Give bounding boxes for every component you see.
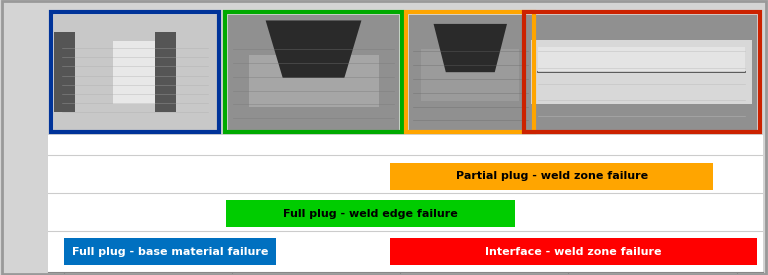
Bar [249,55,379,107]
Bar [406,12,535,132]
Bar [538,47,746,72]
Text: Partial plug - weld zone failure: Partial plug - weld zone failure [455,171,647,181]
Bar [524,12,760,132]
Bar [531,40,753,104]
Polygon shape [266,20,362,78]
Bar [51,12,220,132]
Bar [409,15,531,130]
Bar [54,15,217,130]
Bar [155,32,176,112]
Bar [113,41,158,104]
Text: Full plug - base material failure: Full plug - base material failure [72,246,269,257]
Bar [390,163,713,190]
Bar [228,15,399,130]
Text: Interface - weld zone failure: Interface - weld zone failure [485,246,662,257]
Text: Full plug - weld edge failure: Full plug - weld edge failure [283,209,458,219]
Bar [65,238,276,265]
Bar [225,12,402,132]
Polygon shape [434,24,507,72]
Bar [54,32,75,112]
Bar [390,238,756,265]
Bar [226,200,515,227]
Bar [527,15,757,130]
Bar [422,49,519,101]
